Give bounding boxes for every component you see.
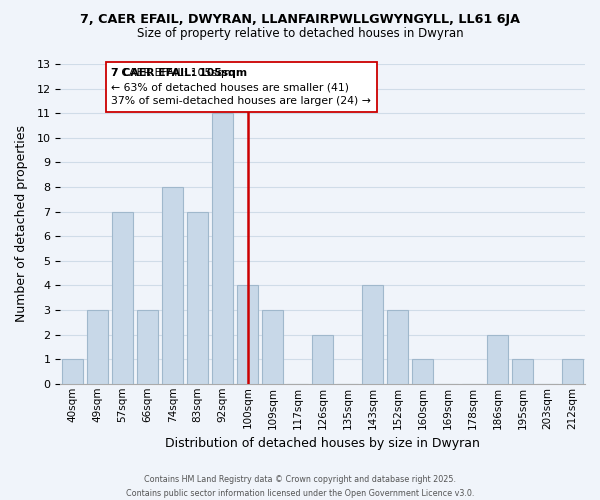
Text: 7, CAER EFAIL, DWYRAN, LLANFAIRPWLLGWYNGYLL, LL61 6JA: 7, CAER EFAIL, DWYRAN, LLANFAIRPWLLGWYNG… — [80, 12, 520, 26]
Bar — [137, 310, 158, 384]
Text: Contains HM Land Registry data © Crown copyright and database right 2025.
Contai: Contains HM Land Registry data © Crown c… — [126, 476, 474, 498]
Bar — [212, 113, 233, 384]
Bar — [62, 359, 83, 384]
Bar — [487, 334, 508, 384]
Text: 7 CAER EFAIL: 105sqm: 7 CAER EFAIL: 105sqm — [112, 68, 248, 78]
Bar — [362, 286, 383, 384]
Bar — [262, 310, 283, 384]
X-axis label: Distribution of detached houses by size in Dwyran: Distribution of detached houses by size … — [165, 437, 480, 450]
Bar — [187, 212, 208, 384]
Bar — [162, 187, 183, 384]
Text: Size of property relative to detached houses in Dwyran: Size of property relative to detached ho… — [137, 28, 463, 40]
Y-axis label: Number of detached properties: Number of detached properties — [15, 126, 28, 322]
Bar — [387, 310, 408, 384]
Bar — [87, 310, 108, 384]
Bar — [312, 334, 333, 384]
Bar — [237, 286, 258, 384]
Bar — [512, 359, 533, 384]
Bar — [562, 359, 583, 384]
Text: 7 CAER EFAIL: 105sqm
← 63% of detached houses are smaller (41)
37% of semi-detac: 7 CAER EFAIL: 105sqm ← 63% of detached h… — [112, 68, 371, 106]
Bar — [112, 212, 133, 384]
Bar — [412, 359, 433, 384]
